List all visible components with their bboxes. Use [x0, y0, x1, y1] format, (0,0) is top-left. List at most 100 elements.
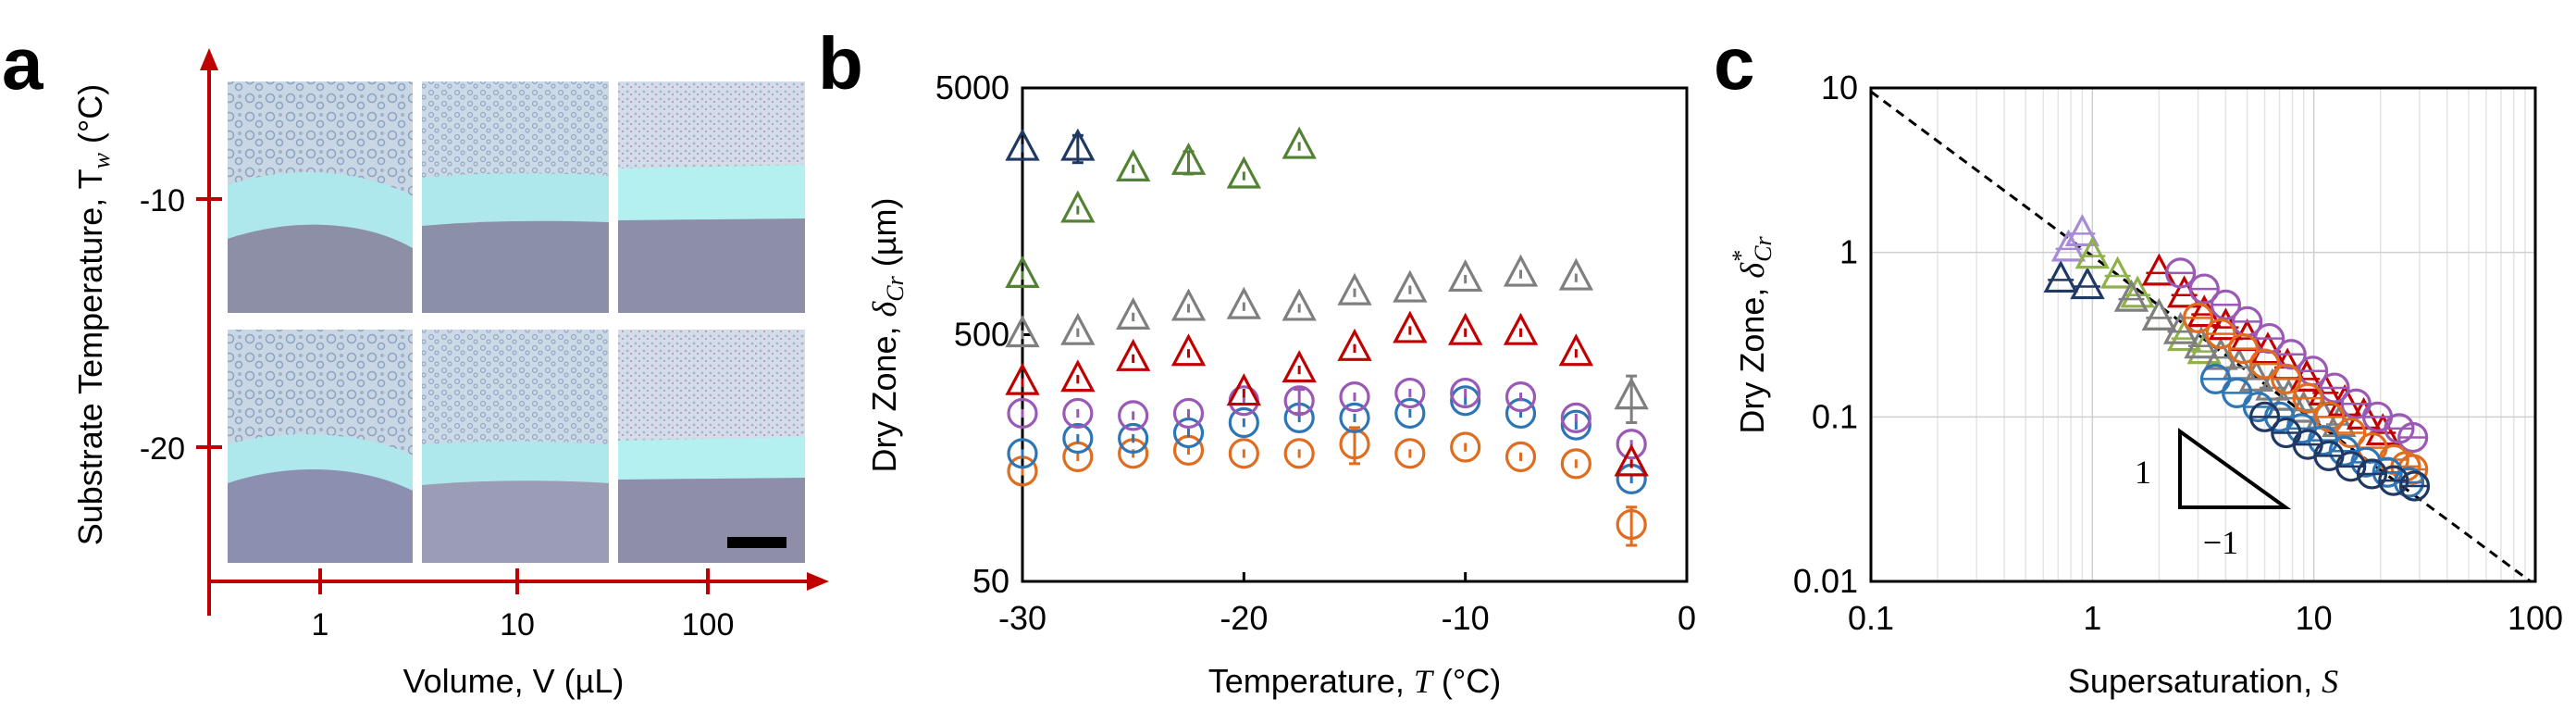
- panel-letter-a: a: [2, 22, 43, 105]
- panel-c-point: [2199, 363, 2232, 394]
- panel-b-point: [1450, 385, 1481, 417]
- panel-b-point: [1560, 409, 1591, 441]
- panel-letter-b: b: [818, 22, 863, 105]
- panel-b-xtick-label: -30: [998, 599, 1046, 637]
- panel-b-point: [1005, 255, 1040, 288]
- panel-b-point: [1115, 338, 1151, 371]
- panel-b-point: [1393, 269, 1428, 303]
- panel-b-xtick-label: 0: [1678, 599, 1696, 637]
- panel-c-point: [2255, 368, 2290, 401]
- panel-letter-c: c: [1714, 22, 1755, 105]
- panel-c-point: [2222, 377, 2253, 408]
- panel-b-point: [1228, 406, 1259, 439]
- panel-b-point: [1394, 438, 1426, 469]
- panel-c-point: [2319, 372, 2350, 404]
- panel-c-ytick-label: 0.01: [1793, 562, 1858, 600]
- panel-c-point: [2064, 214, 2100, 247]
- panel-c-point: [2292, 382, 2323, 414]
- panel-b-point: [1560, 402, 1591, 433]
- panel-c-frame: [1869, 86, 2537, 583]
- panel-c-point: [2210, 289, 2242, 320]
- panel-a-xtick-label-10: 10: [500, 607, 535, 642]
- panel-b-point: [1118, 422, 1149, 455]
- panel-c-point: [2356, 458, 2388, 490]
- panel-c-series-navy: [2043, 260, 2105, 300]
- panel-b: b -30 -20 -10 0 50 500 5000 Temperature, T (°C…: [818, 22, 1696, 700]
- panel-b-point: [1283, 385, 1315, 417]
- panel-c-series-navy: [2248, 401, 2431, 502]
- panel-c-point: [2120, 275, 2155, 308]
- panel-b-point: [1337, 272, 1372, 306]
- panel-c-point: [2164, 257, 2197, 289]
- panel-b-point: [1616, 429, 1647, 460]
- panel-c-marks: [2043, 214, 2431, 502]
- panel-b-point: [1503, 312, 1539, 345]
- panel-c-ytick-label: 0.1: [1812, 397, 1858, 435]
- panel-b-marks: [1005, 126, 1649, 547]
- panel-c-point: [2322, 405, 2357, 438]
- panel-b-point: [1614, 377, 1649, 410]
- panel-b-series-gray: [1005, 254, 1649, 425]
- panel-b-point: [1005, 128, 1040, 161]
- panel-c-point: [2141, 297, 2177, 331]
- panel-b-point: [1614, 443, 1649, 477]
- slope-triangle: [2178, 428, 2292, 509]
- panel-b-point: [1394, 377, 1426, 409]
- panel-b-point: [1503, 254, 1539, 287]
- panel-c-point: [2043, 260, 2078, 293]
- panel-c-series-lavender: [2050, 214, 2100, 262]
- micrograph-r2-c2: [422, 330, 609, 563]
- panel-c-point: [2398, 470, 2431, 502]
- panel-b-x-title: Temperature, T (°C): [1208, 662, 1502, 700]
- panel-b-point: [1172, 417, 1205, 449]
- panel-c-x-title: Supersaturation, S: [2068, 662, 2338, 700]
- panel-c-y-title: Dry Zone, δ*Cr: [1728, 236, 1777, 434]
- panel-b-point: [1007, 397, 1038, 430]
- panel-c-point: [2188, 273, 2220, 305]
- panel-c-xtick-label: 100: [2508, 599, 2563, 637]
- panel-b-point: [1170, 288, 1207, 321]
- panel-c-point: [2099, 256, 2136, 289]
- panel-b-point: [1060, 312, 1096, 345]
- panel-b-xtick-label: -10: [1442, 599, 1490, 637]
- panel-b-series-navy: [1005, 128, 1096, 165]
- panel-b-point: [1226, 156, 1262, 189]
- panel-b-point: [1007, 438, 1038, 469]
- micrograph-grid: [228, 81, 805, 563]
- panel-c-series-blue: [2199, 363, 2425, 498]
- micrograph-r2-c3: [618, 330, 805, 563]
- panel-b-point: [1005, 315, 1040, 348]
- panel-b-point: [1339, 381, 1370, 413]
- micrograph-r1-c3: [618, 81, 805, 313]
- panel-b-point: [1062, 441, 1094, 472]
- panel-b-series-red: [1005, 310, 1649, 477]
- scale-bar: [727, 537, 786, 548]
- panel-b-point: [1560, 448, 1591, 480]
- panel-b-point: [1282, 288, 1317, 321]
- panel-b-y-title: Dry Zone, δCr (µm): [865, 198, 909, 473]
- panel-b-point: [1170, 333, 1207, 367]
- panel-a-xtick-label-1: 1: [312, 607, 329, 642]
- panel-b-point: [1172, 397, 1205, 430]
- panel-b-xtick-label: -20: [1220, 599, 1268, 637]
- panel-b-series-blue: [1007, 385, 1647, 495]
- panel-b-ytick-label: 50: [972, 562, 1009, 600]
- panel-a-xtick-label-100: 100: [682, 607, 735, 642]
- micrograph-r2-c1: [228, 330, 413, 563]
- panel-b-ticks: -30 -20 -10 0 50 500 5000: [935, 69, 1696, 637]
- panel-b-point: [1115, 296, 1151, 330]
- panel-c-point: [2205, 318, 2236, 350]
- panel-b-point: [1505, 381, 1537, 413]
- panel-b-point: [1394, 397, 1426, 430]
- panel-b-point: [1505, 441, 1537, 472]
- panel-c-point: [2271, 363, 2302, 394]
- panel-c-point: [2238, 358, 2274, 392]
- panel-b-point: [1118, 400, 1149, 431]
- panel-b-point: [1283, 438, 1315, 469]
- slope-rise-label: −1: [2203, 524, 2238, 561]
- panel-c-point: [2275, 339, 2307, 370]
- panel-a-y-title: Substrate Temperature, Tw (°C): [71, 84, 115, 546]
- panel-c-point: [2248, 348, 2281, 380]
